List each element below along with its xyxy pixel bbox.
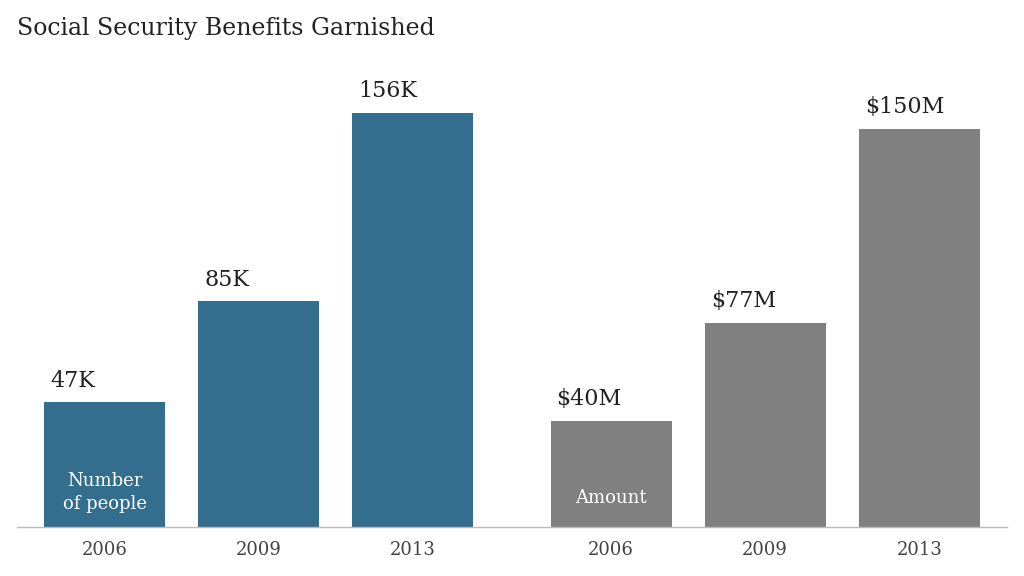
Text: Number
of people: Number of people — [62, 472, 146, 513]
Text: 47K: 47K — [50, 370, 95, 392]
Text: 156K: 156K — [358, 80, 418, 102]
Text: $150M: $150M — [865, 96, 944, 118]
Text: $40M: $40M — [557, 388, 622, 411]
Bar — [859, 128, 980, 528]
Bar — [199, 301, 319, 528]
Bar — [705, 323, 825, 528]
Bar — [44, 403, 165, 528]
Text: Amount: Amount — [575, 488, 647, 507]
Text: Social Security Benefits Garnished: Social Security Benefits Garnished — [16, 17, 434, 40]
Text: $77M: $77M — [711, 290, 776, 312]
Bar — [352, 113, 473, 528]
Text: 85K: 85K — [205, 269, 249, 291]
Bar — [551, 421, 672, 528]
